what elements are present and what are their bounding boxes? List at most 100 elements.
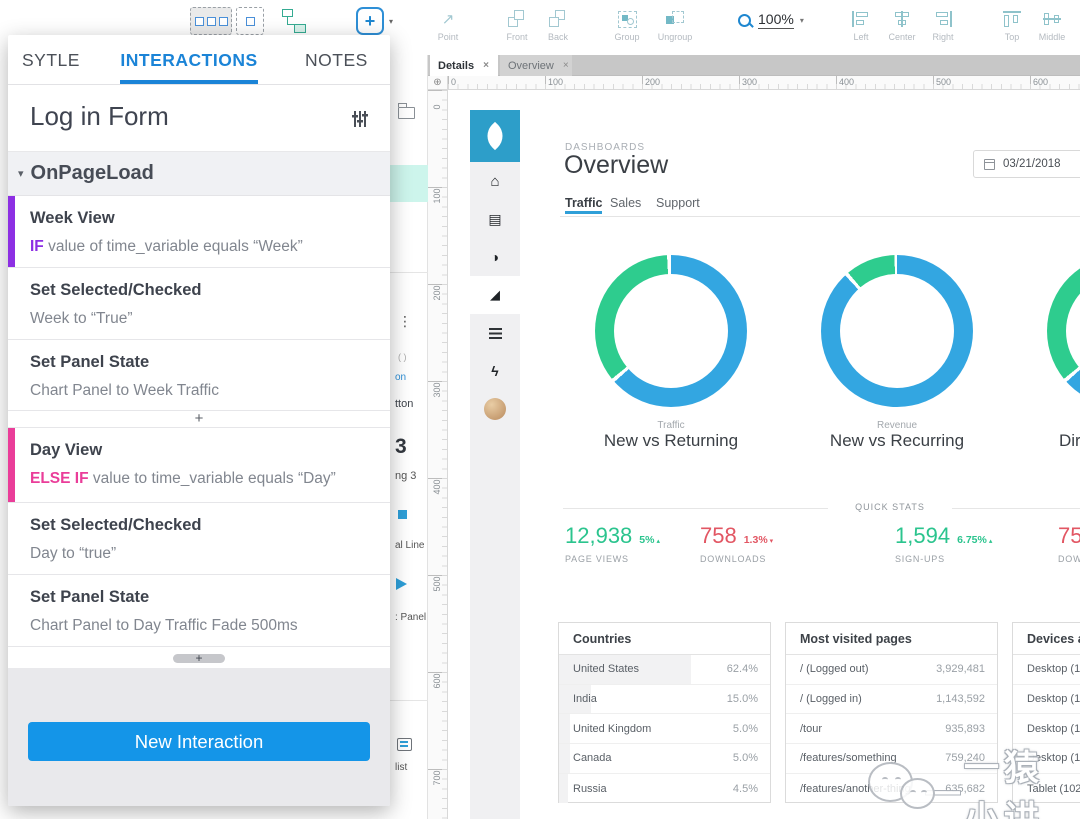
interaction-card-day-view[interactable]: Day View ELSE IF value to time_variable … bbox=[8, 428, 390, 503]
close-icon[interactable]: × bbox=[483, 60, 489, 71]
widget-arrow-icon[interactable] bbox=[396, 578, 407, 590]
tool-point[interactable]: ↗ Point bbox=[426, 8, 470, 42]
canvas-tab-overview[interactable]: Overview × bbox=[500, 55, 572, 76]
widget-label-fragment[interactable]: ng 3 bbox=[395, 470, 417, 482]
table-row[interactable]: Tablet (1024 bbox=[1027, 782, 1080, 795]
data-list-icon[interactable] bbox=[397, 738, 412, 751]
align-right[interactable]: Right bbox=[921, 8, 965, 42]
logo[interactable] bbox=[470, 110, 520, 162]
sidebar-item-profile[interactable] bbox=[470, 390, 520, 428]
sidebar-item-reports[interactable]: ▤ bbox=[470, 200, 520, 238]
align-left-icon bbox=[841, 8, 881, 30]
tab-style[interactable]: SYTLE bbox=[22, 50, 80, 70]
stat-delta: 1.3% bbox=[743, 534, 768, 546]
close-icon[interactable]: × bbox=[562, 60, 569, 71]
stat-value: 12,938 bbox=[565, 523, 633, 548]
align-top[interactable]: Top bbox=[992, 8, 1032, 42]
stat-delta: 6.75% bbox=[957, 534, 987, 546]
panel-tab-bar: SYTLE INTERACTIONS NOTES bbox=[8, 35, 390, 85]
interactions-panel: SYTLE INTERACTIONS NOTES Log in Form ▾ O… bbox=[8, 35, 390, 806]
chart-subtitle: Traffic bbox=[657, 420, 685, 431]
elseif-keyword: ELSE IF bbox=[30, 470, 89, 487]
stat-downloads: 758 1.3% ▾ DOWNLOADS bbox=[700, 523, 773, 564]
table-row[interactable]: /features/something 759,240 bbox=[786, 744, 997, 774]
add-interaction-pill-button[interactable]: + bbox=[173, 652, 225, 664]
date-picker[interactable]: 03/21/2018 bbox=[973, 150, 1080, 178]
stat-value: 1,594 bbox=[895, 523, 951, 548]
interaction-card-week-view[interactable]: Week View IF value of time_variable equa… bbox=[8, 196, 390, 268]
donut-chart-revenue[interactable] bbox=[821, 255, 973, 407]
widget-swatch-icon[interactable] bbox=[398, 510, 407, 519]
interaction-card-set-panel-week[interactable]: Set Panel State Chart Panel to Week Traf… bbox=[8, 340, 390, 411]
table-row[interactable]: Desktop (128 bbox=[1013, 744, 1080, 774]
selected-screen-highlight[interactable] bbox=[390, 165, 428, 202]
tab-traffic[interactable]: Traffic bbox=[565, 196, 603, 210]
table-row[interactable]: / (Logged in) 1,143,592 bbox=[786, 685, 997, 715]
widget-label-fragment[interactable]: 3 bbox=[395, 435, 407, 458]
table-row[interactable]: / (Logged out) 3,929,481 bbox=[786, 655, 997, 685]
table-row[interactable]: Desktop (192 bbox=[1013, 655, 1080, 685]
event-header-onpageload[interactable]: ▾ OnPageLoad bbox=[8, 152, 390, 196]
add-action-button[interactable]: + bbox=[8, 411, 390, 428]
add-widget-button[interactable]: + bbox=[356, 7, 384, 35]
widget-label-fragment[interactable]: on bbox=[395, 372, 407, 383]
ruler-origin-icon[interactable]: ⊕ bbox=[428, 76, 448, 90]
donut-chart-traffic[interactable] bbox=[595, 255, 747, 407]
widget-label-fragment[interactable]: tton bbox=[395, 398, 414, 410]
tab-support[interactable]: Support bbox=[656, 196, 700, 210]
align-middle[interactable]: Middle bbox=[1030, 8, 1074, 42]
table-row[interactable]: /tour 935,893 bbox=[786, 714, 997, 745]
tool-group[interactable]: Group bbox=[600, 8, 654, 42]
multi-select-icon[interactable] bbox=[190, 7, 232, 35]
kebab-menu-icon[interactable]: ⋮ bbox=[398, 313, 412, 329]
table-row[interactable]: United States 62.4% bbox=[559, 655, 770, 685]
tool-ungroup[interactable]: Ungroup bbox=[648, 8, 702, 42]
chevron-down-icon[interactable]: ▾ bbox=[799, 15, 804, 25]
vertical-ruler[interactable]: 0 100 200 300 400 500 600 700 bbox=[428, 90, 448, 819]
ruler-mark: 400 bbox=[839, 77, 855, 87]
ruler-mark: 0 bbox=[451, 77, 457, 87]
align-left[interactable]: Left bbox=[841, 8, 881, 42]
tab-interactions[interactable]: INTERACTIONS bbox=[120, 50, 258, 70]
table-row[interactable]: Russia 4.5% bbox=[559, 773, 770, 804]
chevron-down-icon[interactable]: ▾ bbox=[389, 17, 394, 26]
send-back-icon bbox=[536, 8, 580, 30]
single-select-icon[interactable] bbox=[236, 7, 264, 35]
tool-front[interactable]: Front bbox=[495, 8, 539, 42]
tool-back[interactable]: Back bbox=[536, 8, 580, 42]
folder-icon[interactable] bbox=[398, 103, 415, 119]
tab-notes[interactable]: NOTES bbox=[305, 50, 368, 70]
sidebar-item-home[interactable]: ⌂ bbox=[470, 162, 520, 200]
widget-label-fragment[interactable]: list bbox=[395, 762, 408, 773]
new-interaction-button[interactable]: New Interaction bbox=[28, 722, 370, 761]
tab-sales[interactable]: Sales bbox=[610, 196, 642, 210]
filter-sliders-icon[interactable] bbox=[352, 111, 368, 127]
sidebar-item-globe[interactable]: ◑ bbox=[470, 238, 520, 276]
zoom-value[interactable]: 100% bbox=[758, 11, 794, 29]
sidebar-item-analytics[interactable]: ◢ bbox=[470, 276, 520, 314]
table-row[interactable]: /features/another-thing 635,682 bbox=[800, 782, 985, 795]
interaction-card-set-selected-week[interactable]: Set Selected/Checked Week to “True” bbox=[8, 268, 390, 340]
interaction-card-set-selected-day[interactable]: Set Selected/Checked Day to “true” bbox=[8, 503, 390, 575]
canvas-tab-details[interactable]: Details × bbox=[430, 55, 498, 76]
tool-label: Ungroup bbox=[657, 32, 693, 42]
interaction-card-set-panel-day[interactable]: Set Panel State Chart Panel to Day Traff… bbox=[8, 575, 390, 647]
table-row[interactable]: Canada 5.0% bbox=[559, 744, 770, 774]
table-row[interactable]: India 15.0% bbox=[559, 684, 770, 715]
donut-chart-direct[interactable] bbox=[1047, 255, 1080, 407]
group-icon bbox=[600, 8, 654, 30]
sidebar-item-activity[interactable]: ϟ bbox=[470, 352, 520, 390]
design-canvas[interactable]: ⌂ ▤ ◑ ◢ ϟ DASHBOARDS Overview 03/21/2018… bbox=[448, 90, 1080, 819]
widget-label-fragment[interactable]: al Line bbox=[395, 540, 425, 551]
widget-label-fragment[interactable]: : Panel bbox=[395, 612, 427, 623]
chart-subtitle: Revenue bbox=[876, 420, 918, 431]
sidebar-item-list[interactable] bbox=[470, 314, 520, 352]
table-row[interactable]: United Kingdom 5.0% bbox=[559, 714, 770, 745]
table-row[interactable]: Desktop (136 bbox=[1013, 685, 1080, 715]
zoom-control[interactable]: 100% ▾ bbox=[738, 11, 804, 29]
horizontal-ruler[interactable]: 0 100 200 300 400 500 600 bbox=[448, 76, 1080, 90]
row-bar bbox=[559, 714, 570, 744]
flow-icon[interactable] bbox=[280, 9, 306, 33]
align-center[interactable]: Center bbox=[878, 8, 926, 42]
table-row[interactable]: Desktop (144 bbox=[1013, 714, 1080, 745]
